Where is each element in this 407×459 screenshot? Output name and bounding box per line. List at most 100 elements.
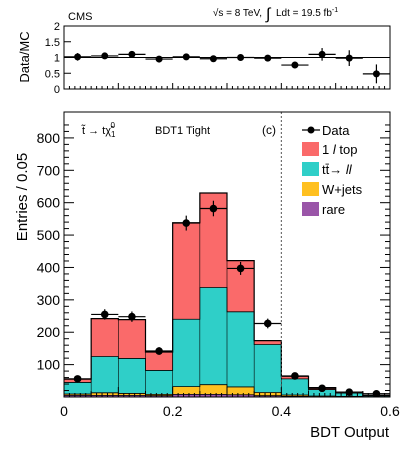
data-point-11 bbox=[372, 389, 381, 398]
legend-data-label: Data bbox=[322, 123, 350, 138]
stack-bar-tt-ll-9 bbox=[308, 389, 336, 397]
ratio-point-11 bbox=[372, 70, 380, 78]
stack-bar-w-jets-2 bbox=[118, 393, 146, 396]
legend-data-marker bbox=[307, 126, 315, 134]
stack-bar-tt-ll-7 bbox=[254, 344, 282, 393]
legend-ttbar-ll: ll bbox=[346, 162, 353, 177]
main-panel: 100 200 300 400 500 600 700 800 0 0.2 0.4 0.6 Entr… bbox=[14, 111, 400, 441]
main-y-tick-label-1: 200 bbox=[37, 324, 61, 340]
stack-bar-rare-4 bbox=[172, 394, 200, 397]
main-y-tick-label-6: 700 bbox=[37, 162, 61, 178]
stacked-histogram bbox=[64, 192, 390, 398]
ratio-point-7 bbox=[264, 54, 272, 62]
data-point-10 bbox=[345, 388, 354, 396]
energy-label: √s = 8 TeV, bbox=[213, 7, 262, 19]
legend-ttbar-label: tt̄→ ll bbox=[322, 162, 353, 177]
stack-bar-1-l-top-4 bbox=[172, 222, 200, 320]
main-x-tick-label-1: 0.2 bbox=[163, 403, 183, 419]
legend-1l-l: l bbox=[333, 142, 337, 157]
ratio-point-6 bbox=[237, 54, 245, 61]
data-points bbox=[64, 200, 390, 398]
process-label: t̃ → tχ̃10 bbox=[81, 121, 116, 139]
luminosity-label-text: Ldt = 19.5 fb bbox=[276, 8, 332, 19]
ratio-point-10 bbox=[345, 54, 353, 62]
stack-bar-w-jets-8 bbox=[281, 395, 309, 397]
ratio-y-axis-label: Data/MC bbox=[17, 31, 32, 82]
ratio-point-4 bbox=[182, 53, 190, 61]
main-y-tick-label-2: 300 bbox=[37, 292, 61, 308]
main-y-axis: 100 200 300 400 500 600 700 800 bbox=[37, 124, 390, 392]
experiment-label: CMS bbox=[68, 11, 92, 23]
stack-bar-tt-ll-1 bbox=[91, 356, 119, 393]
stack-bar-tt-ll-6 bbox=[227, 311, 255, 387]
stack-bar-1-l-top-2 bbox=[118, 319, 146, 359]
legend: Data 1 l top tt̄→ ll W+jets rare bbox=[302, 123, 363, 217]
stack-bar-rare-0 bbox=[64, 395, 92, 397]
stack-bar-tt-ll-5 bbox=[199, 287, 227, 385]
data-point-3 bbox=[155, 347, 163, 355]
data-point-7 bbox=[263, 319, 272, 328]
ratio-y-axis: 0 0.5 1 1.5 2 bbox=[45, 21, 391, 96]
stack-bar-w-jets-7 bbox=[254, 392, 282, 396]
data-point-8 bbox=[291, 372, 299, 380]
legend-1l-top-label: 1 l top bbox=[322, 142, 357, 157]
stack-bar-rare-3 bbox=[145, 395, 173, 397]
ratio-panel: 0 0.5 1 1.5 2 Data/MC bbox=[17, 21, 391, 96]
main-x-tick-label-3: 0.6 bbox=[380, 403, 400, 419]
ratio-point-0 bbox=[74, 53, 82, 61]
ratio-point-3 bbox=[155, 55, 163, 63]
panel-tag: (c) bbox=[262, 123, 276, 137]
stack-bar-w-jets-1 bbox=[91, 392, 119, 396]
integral-sign: ∫ bbox=[265, 6, 272, 23]
ratio-point-9 bbox=[318, 50, 326, 58]
stack-bar-tt-ll-3 bbox=[145, 370, 173, 395]
legend-rare-label: rare bbox=[322, 202, 345, 217]
legend-1l-top: top bbox=[339, 142, 357, 157]
stack-bar-w-jets-4 bbox=[172, 386, 200, 395]
main-x-axis-label: BDT Output bbox=[310, 424, 390, 441]
legend-1l-number: 1 bbox=[322, 142, 329, 157]
ratio-point-5 bbox=[209, 55, 217, 63]
bdt-selection-label: BDT1 Tight bbox=[155, 125, 210, 137]
ratio-point-1 bbox=[101, 52, 109, 60]
data-point-1 bbox=[100, 310, 109, 319]
ratio-point-2 bbox=[128, 50, 136, 58]
data-point-6 bbox=[236, 264, 245, 273]
stack-bar-tt-ll-8 bbox=[281, 378, 309, 396]
main-y-axis-label: Entries / 0.05 bbox=[14, 153, 31, 241]
main-x-tick-label-2: 0.4 bbox=[272, 403, 292, 419]
ratio-points bbox=[64, 48, 390, 84]
main-y-tick-label-5: 600 bbox=[37, 195, 61, 211]
legend-ttbar-text: tt̄→ bbox=[322, 162, 342, 177]
data-point-4 bbox=[182, 219, 191, 227]
main-y-tick-label-0: 100 bbox=[37, 357, 61, 373]
stack-bar-tt-ll-2 bbox=[118, 358, 146, 394]
stack-bar-1-l-top-1 bbox=[91, 318, 119, 357]
stack-bar-rare-6 bbox=[227, 394, 255, 397]
stack-bar-w-jets-6 bbox=[227, 386, 255, 395]
ratio-y-tick-label-4: 2 bbox=[54, 21, 60, 33]
process-chi-sup: 0 bbox=[110, 121, 115, 130]
main-y-tick-label-7: 800 bbox=[37, 130, 61, 146]
stack-bar-w-jets-3 bbox=[145, 394, 173, 396]
main-x-tick-label-0: 0 bbox=[60, 403, 68, 419]
data-point-0 bbox=[73, 375, 82, 383]
stack-bar-tt-ll-0 bbox=[64, 382, 92, 395]
stack-bar-1-l-top-3 bbox=[145, 351, 173, 371]
stack-bar-rare-7 bbox=[254, 395, 282, 397]
energy-label-text: √s = 8 TeV, bbox=[213, 7, 262, 19]
stack-bar-rare-1 bbox=[91, 395, 119, 397]
stack-bar-rare-5 bbox=[199, 394, 227, 397]
process-stop: t̃ → tχ̃ bbox=[81, 124, 115, 137]
process-chi-sub: 1 bbox=[111, 130, 116, 139]
ratio-y-tick-label-1: 0.5 bbox=[45, 68, 60, 80]
ratio-y-tick-label-2: 1 bbox=[54, 53, 60, 65]
luminosity-label: Ldt = 19.5 fb-1 bbox=[276, 7, 338, 19]
ratio-y-tick-label-0: 0 bbox=[54, 84, 60, 96]
stack-bar-1-l-top-7 bbox=[254, 340, 282, 345]
legend-wjets-swatch bbox=[302, 182, 319, 196]
data-point-2 bbox=[128, 312, 136, 321]
legend-rare-swatch bbox=[302, 202, 319, 216]
stack-bar-rare-2 bbox=[118, 395, 146, 397]
